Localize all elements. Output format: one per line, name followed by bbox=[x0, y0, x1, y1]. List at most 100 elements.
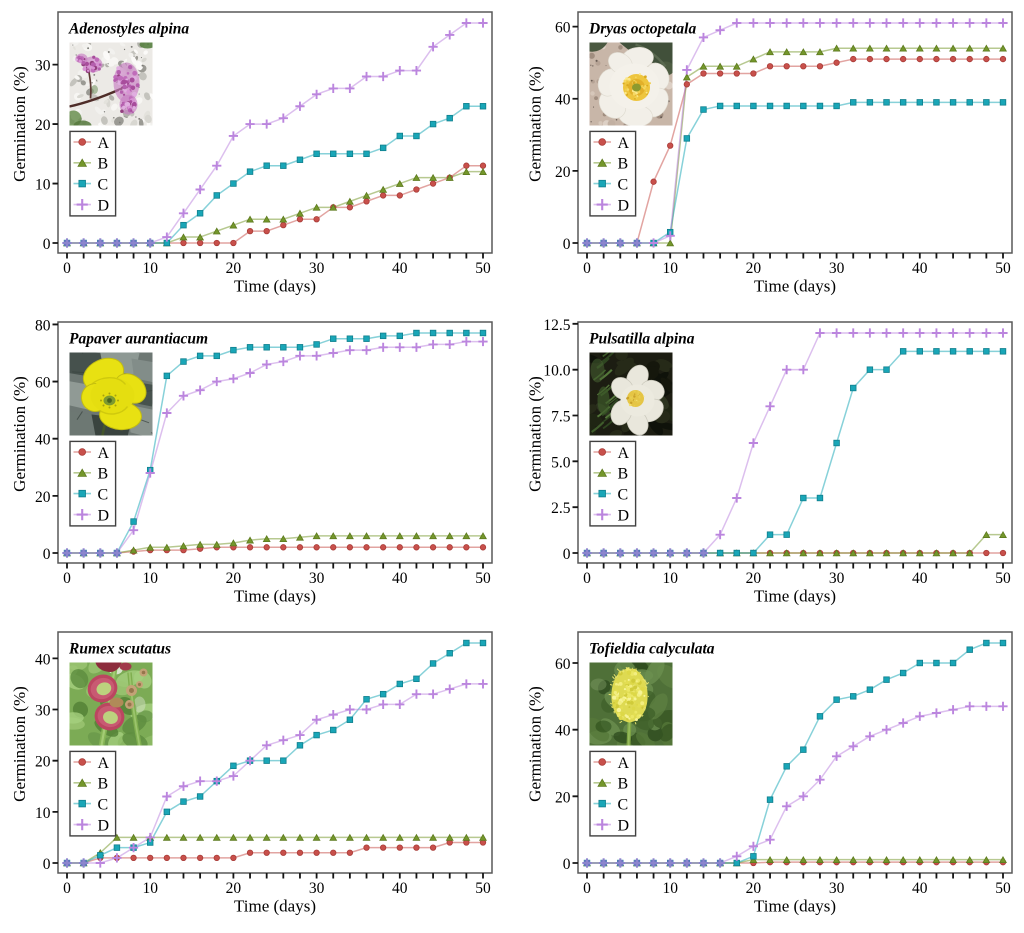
svg-text:20: 20 bbox=[226, 570, 242, 587]
svg-text:C: C bbox=[618, 486, 629, 503]
svg-text:B: B bbox=[618, 776, 629, 793]
svg-text:D: D bbox=[98, 507, 110, 524]
svg-text:10: 10 bbox=[662, 570, 678, 587]
svg-text:B: B bbox=[98, 466, 109, 483]
svg-text:20: 20 bbox=[746, 880, 762, 897]
svg-text:D: D bbox=[618, 817, 630, 834]
svg-text:0: 0 bbox=[63, 570, 71, 587]
svg-text:40: 40 bbox=[912, 260, 928, 277]
svg-text:0: 0 bbox=[563, 856, 571, 873]
svg-text:10: 10 bbox=[142, 570, 158, 587]
svg-text:10: 10 bbox=[662, 880, 678, 897]
svg-text:A: A bbox=[618, 135, 630, 152]
svg-text:Rumex scutatus: Rumex scutatus bbox=[68, 641, 171, 658]
svg-text:D: D bbox=[618, 197, 630, 214]
svg-text:10: 10 bbox=[35, 805, 51, 822]
svg-text:30: 30 bbox=[309, 570, 325, 587]
svg-text:50: 50 bbox=[475, 260, 491, 277]
svg-text:50: 50 bbox=[995, 570, 1011, 587]
svg-text:30: 30 bbox=[309, 260, 325, 277]
svg-text:50: 50 bbox=[475, 880, 491, 897]
svg-text:C: C bbox=[98, 486, 109, 503]
svg-text:30: 30 bbox=[309, 880, 325, 897]
svg-text:20: 20 bbox=[226, 260, 242, 277]
svg-text:Time (days): Time (days) bbox=[754, 277, 836, 296]
svg-text:A: A bbox=[98, 755, 110, 772]
svg-text:30: 30 bbox=[35, 58, 51, 75]
svg-text:5.0: 5.0 bbox=[551, 454, 571, 471]
svg-text:D: D bbox=[98, 817, 110, 834]
svg-text:80: 80 bbox=[35, 317, 51, 334]
svg-text:40: 40 bbox=[392, 570, 408, 587]
svg-text:A: A bbox=[618, 755, 630, 772]
svg-text:Time (days): Time (days) bbox=[234, 897, 316, 916]
svg-text:0: 0 bbox=[563, 236, 571, 253]
svg-text:10: 10 bbox=[142, 260, 158, 277]
svg-text:60: 60 bbox=[555, 20, 571, 37]
svg-text:40: 40 bbox=[912, 880, 928, 897]
svg-text:0: 0 bbox=[63, 260, 71, 277]
svg-text:Time (days): Time (days) bbox=[234, 277, 316, 296]
svg-text:Pulsatilla alpina: Pulsatilla alpina bbox=[589, 331, 695, 348]
svg-text:0: 0 bbox=[43, 856, 51, 873]
svg-text:B: B bbox=[618, 156, 629, 173]
svg-text:0: 0 bbox=[563, 546, 571, 563]
svg-text:C: C bbox=[618, 176, 629, 193]
svg-text:20: 20 bbox=[746, 260, 762, 277]
svg-text:0: 0 bbox=[43, 236, 51, 253]
svg-text:40: 40 bbox=[392, 260, 408, 277]
svg-text:Tofieldia calyculata: Tofieldia calyculata bbox=[589, 641, 715, 658]
svg-text:A: A bbox=[618, 445, 630, 462]
svg-text:20: 20 bbox=[35, 489, 51, 506]
svg-text:50: 50 bbox=[475, 570, 491, 587]
svg-text:20: 20 bbox=[226, 880, 242, 897]
svg-text:40: 40 bbox=[555, 723, 571, 740]
svg-text:D: D bbox=[618, 507, 630, 524]
svg-text:Time (days): Time (days) bbox=[234, 587, 316, 606]
svg-text:Germination (%): Germination (%) bbox=[10, 686, 29, 802]
svg-text:20: 20 bbox=[555, 789, 571, 806]
svg-text:40: 40 bbox=[392, 880, 408, 897]
svg-text:20: 20 bbox=[35, 117, 51, 134]
svg-text:Germination (%): Germination (%) bbox=[526, 66, 545, 182]
svg-text:10: 10 bbox=[142, 880, 158, 897]
svg-text:10: 10 bbox=[662, 260, 678, 277]
svg-text:0: 0 bbox=[583, 880, 591, 897]
svg-text:50: 50 bbox=[995, 260, 1011, 277]
svg-text:Papaver aurantiacum: Papaver aurantiacum bbox=[69, 331, 208, 348]
svg-text:Time (days): Time (days) bbox=[754, 587, 836, 606]
svg-text:C: C bbox=[618, 796, 629, 813]
svg-text:7.5: 7.5 bbox=[551, 409, 571, 426]
svg-text:20: 20 bbox=[35, 754, 51, 771]
svg-text:A: A bbox=[98, 135, 110, 152]
svg-text:0: 0 bbox=[583, 570, 591, 587]
svg-text:30: 30 bbox=[35, 703, 51, 720]
svg-text:0: 0 bbox=[63, 880, 71, 897]
svg-text:30: 30 bbox=[829, 570, 845, 587]
svg-text:C: C bbox=[98, 176, 109, 193]
svg-text:B: B bbox=[618, 466, 629, 483]
svg-text:Time (days): Time (days) bbox=[754, 897, 836, 916]
svg-text:0: 0 bbox=[583, 260, 591, 277]
svg-text:60: 60 bbox=[35, 375, 51, 392]
svg-text:C: C bbox=[98, 796, 109, 813]
svg-text:10: 10 bbox=[35, 177, 51, 194]
svg-text:20: 20 bbox=[746, 570, 762, 587]
svg-text:40: 40 bbox=[35, 651, 51, 668]
svg-text:B: B bbox=[98, 156, 109, 173]
svg-text:40: 40 bbox=[912, 570, 928, 587]
svg-text:Germination (%): Germination (%) bbox=[526, 376, 545, 492]
svg-text:2.5: 2.5 bbox=[551, 500, 571, 517]
svg-text:Adenostyles alpina: Adenostyles alpina bbox=[68, 21, 189, 38]
svg-text:20: 20 bbox=[555, 164, 571, 181]
svg-text:Dryas octopetala: Dryas octopetala bbox=[588, 21, 696, 38]
svg-text:30: 30 bbox=[829, 260, 845, 277]
svg-text:12.5: 12.5 bbox=[543, 317, 570, 334]
svg-text:30: 30 bbox=[829, 880, 845, 897]
svg-text:40: 40 bbox=[555, 92, 571, 109]
svg-text:A: A bbox=[98, 445, 110, 462]
svg-text:60: 60 bbox=[555, 656, 571, 673]
svg-text:Germination (%): Germination (%) bbox=[10, 66, 29, 182]
svg-text:10.0: 10.0 bbox=[543, 363, 570, 380]
svg-text:D: D bbox=[98, 197, 110, 214]
